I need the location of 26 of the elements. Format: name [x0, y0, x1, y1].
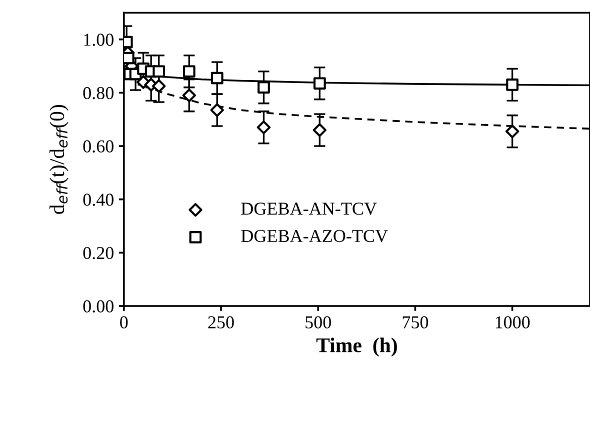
y-tick-label: 0.20	[83, 246, 114, 260]
point	[182, 88, 196, 102]
x-tick-label: 1000	[496, 316, 530, 328]
x-tick-label: 250	[208, 316, 234, 328]
legend-label: DGEBA-AZO-TCV	[241, 230, 388, 242]
point	[152, 65, 166, 78]
y-tick-label: 0.60	[83, 140, 114, 153]
point	[210, 72, 224, 84]
x-tick-label: 750	[402, 316, 428, 328]
x-axis-title: Time (h)	[316, 338, 397, 357]
y-axis-title: d$_{eff}$(t)/d$_{eff}$(0)	[50, 105, 68, 214]
x-tick-label: 500	[306, 316, 331, 328]
x-tick-label: 0	[120, 316, 128, 328]
y-tick-label: 1.00	[84, 34, 114, 46]
point	[505, 124, 520, 138]
point	[258, 81, 270, 94]
y-tick-label: 0.80	[83, 86, 114, 100]
point	[506, 78, 519, 91]
point	[256, 120, 271, 134]
y-tick-label: 0.00	[83, 300, 114, 313]
point	[210, 103, 224, 117]
point	[182, 65, 196, 78]
point	[313, 77, 326, 90]
y-tick-label: 0.40	[83, 194, 114, 206]
legend-label: DGEBA-AN-TCV	[241, 202, 377, 215]
point	[312, 123, 327, 137]
